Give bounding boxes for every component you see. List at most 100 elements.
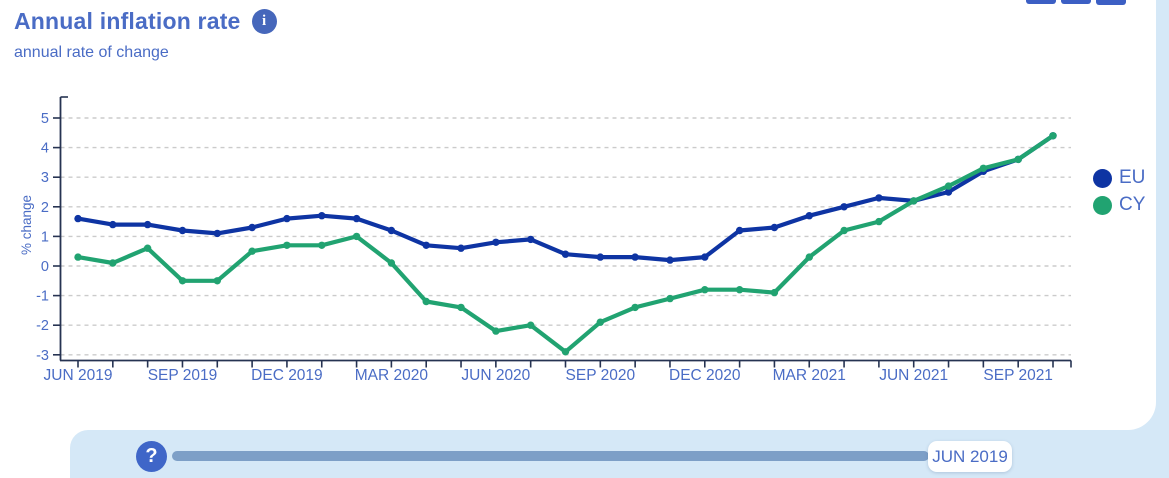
cy-series-point[interactable]: [352, 232, 361, 241]
cy-series-point[interactable]: [596, 318, 604, 326]
x-tick-label: JUN 2021: [879, 367, 948, 384]
inflation-line-chart: 5 4 3 2 1 0 -1 -2 -3 JUN 2019 SEP 2019 DEC 2019 MAR …: [19, 96, 1072, 384]
x-tick-label: SEP 2019: [148, 367, 218, 384]
x-tick-label: JUN 2019: [44, 367, 113, 384]
help-glyph: ?: [145, 445, 158, 467]
chart-header: Annual inflation rate i annual rate of c…: [14, 8, 277, 62]
cy-legend-label: CY: [1119, 194, 1146, 215]
eu-series-point[interactable]: [561, 250, 570, 258]
y-tick-label: 1: [41, 229, 49, 245]
eu-series-point[interactable]: [666, 256, 674, 264]
cy-series-point[interactable]: [805, 253, 813, 261]
info-icon[interactable]: i: [251, 9, 277, 34]
cy-series-point[interactable]: [666, 294, 674, 303]
y-tick-label: 4: [41, 141, 49, 157]
cy-series-point[interactable]: [910, 197, 918, 205]
cy-series-point[interactable]: [875, 217, 883, 226]
chart-legend: EU CY: [1093, 167, 1145, 216]
cy-series-point[interactable]: [248, 247, 256, 255]
eu-series-point[interactable]: [492, 238, 500, 246]
cy-series-point[interactable]: [457, 303, 465, 312]
cy-series-point[interactable]: [283, 241, 291, 249]
eu-series-point[interactable]: [109, 220, 117, 229]
eu-series-point[interactable]: [74, 214, 82, 223]
cy-series-point[interactable]: [387, 259, 396, 267]
timeline-slider-track[interactable]: [172, 451, 929, 461]
chart-subtitle: annual rate of change: [14, 44, 169, 61]
eu-series-point[interactable]: [422, 241, 430, 249]
cy-series-swatch: [1093, 195, 1112, 215]
cy-series-point[interactable]: [492, 327, 500, 335]
eu-series-point[interactable]: [840, 203, 848, 211]
cy-series-point[interactable]: [74, 253, 82, 261]
cy-series-point[interactable]: [318, 241, 326, 249]
eu-series-point[interactable]: [735, 226, 744, 235]
page-title: Annual inflation rate: [14, 8, 241, 34]
timeline-slider-handle[interactable]: JUN 2019: [928, 441, 1012, 472]
timeline-current-label: JUN 2019: [932, 446, 1008, 466]
y-tick-label: -3: [36, 348, 49, 364]
y-tick-label: 2: [41, 200, 49, 216]
eu-series-point[interactable]: [875, 194, 883, 202]
eu-series-point[interactable]: [944, 188, 953, 196]
cy-series-point[interactable]: [979, 164, 988, 172]
x-tick-label: SEP 2021: [983, 367, 1053, 384]
cy-series-point[interactable]: [213, 277, 221, 285]
x-tick-label: SEP 2020: [566, 367, 636, 384]
eu-series-point[interactable]: [596, 253, 604, 261]
eu-series-line[interactable]: [75, 133, 1056, 263]
page-background-strip: [1156, 0, 1169, 478]
eu-series-point[interactable]: [805, 212, 813, 220]
help-icon[interactable]: ?: [136, 441, 167, 472]
y-tick-label: 0: [41, 259, 49, 275]
eu-series-point[interactable]: [701, 253, 709, 261]
eu-series-point[interactable]: [283, 214, 291, 223]
eu-series-point[interactable]: [527, 235, 535, 244]
eu-series-point[interactable]: [178, 226, 187, 235]
x-tick-label: JUN 2020: [461, 367, 530, 384]
y-tick-label: 5: [41, 111, 49, 127]
x-tick-label: MAR 2021: [773, 367, 846, 384]
eu-series-swatch: [1093, 168, 1112, 188]
eu-series-point[interactable]: [457, 244, 465, 252]
eu-series-point[interactable]: [770, 223, 779, 232]
cy-series-point[interactable]: [840, 226, 848, 235]
cy-series-line[interactable]: [75, 133, 1056, 354]
eu-legend-label: EU: [1119, 167, 1146, 188]
x-tick-label: DEC 2020: [669, 367, 741, 384]
clipped-toolbar-icon-3[interactable]: [1096, 0, 1126, 5]
eu-series-point[interactable]: [248, 223, 256, 232]
clipped-toolbar-icon-1[interactable]: [1026, 0, 1056, 4]
cy-series-point[interactable]: [701, 286, 709, 294]
y-tick-label: -1: [36, 289, 49, 305]
chart-card: Annual inflation rate i annual rate of c…: [14, 0, 1146, 384]
cy-series-point[interactable]: [178, 277, 187, 285]
y-tick-label: -2: [36, 318, 49, 334]
legend-item-eu[interactable]: EU: [1093, 167, 1145, 189]
cy-series-point[interactable]: [631, 303, 639, 312]
cy-series-point[interactable]: [143, 244, 152, 252]
cy-series-point[interactable]: [561, 348, 570, 356]
cy-series-point[interactable]: [527, 321, 535, 329]
cy-series-point[interactable]: [1049, 132, 1057, 140]
eu-series-point[interactable]: [387, 226, 396, 235]
legend-item-cy[interactable]: CY: [1093, 194, 1145, 216]
eu-series-point[interactable]: [352, 214, 361, 223]
cy-series-point[interactable]: [422, 297, 430, 306]
clipped-toolbar-icon-2[interactable]: [1061, 0, 1091, 4]
cy-series-point[interactable]: [109, 259, 117, 267]
eu-series-point[interactable]: [318, 212, 326, 220]
cy-series-point[interactable]: [944, 182, 953, 190]
cy-series-point[interactable]: [735, 286, 744, 294]
x-tick-label: DEC 2019: [251, 367, 323, 384]
cy-series-point[interactable]: [770, 288, 779, 297]
cy-series-point[interactable]: [1014, 155, 1022, 164]
eu-series-point[interactable]: [631, 253, 639, 261]
y-tick-label: 3: [41, 170, 49, 186]
timeline-panel: ? JUN 2019: [70, 430, 1169, 478]
x-tick-label: MAR 2020: [355, 367, 429, 384]
eu-series-point[interactable]: [143, 220, 152, 229]
eu-series-point[interactable]: [213, 229, 221, 238]
y-axis-title: % change: [19, 195, 34, 255]
